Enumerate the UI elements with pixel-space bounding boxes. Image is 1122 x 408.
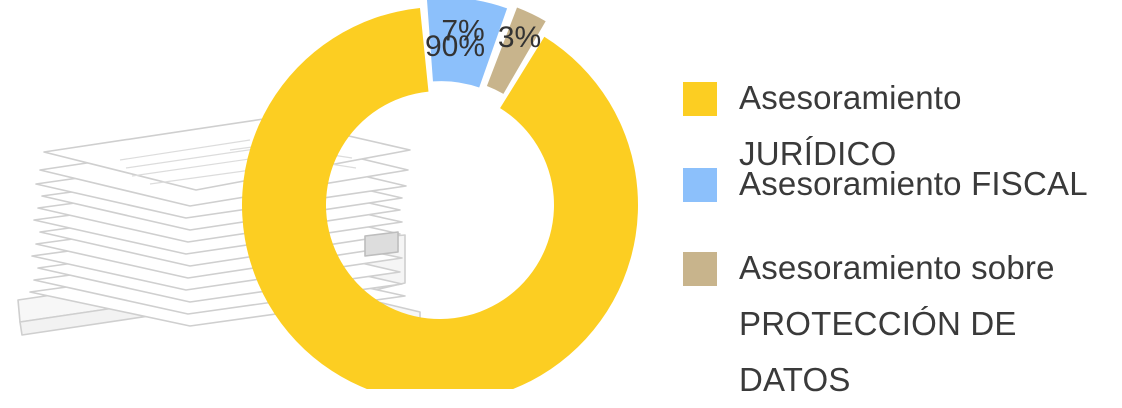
legend-label-fiscal: Asesoramiento FISCAL <box>739 165 1088 202</box>
legend-item-proteccion-datos: Asesoramiento sobre PROTECCIÓN DE DATOS <box>683 240 1113 408</box>
legend-item-juridico: Asesoramiento JURÍDICO <box>683 70 1113 182</box>
legend-label-proteccion-datos: Asesoramiento sobre PROTECCIÓN DE DATOS <box>739 249 1055 398</box>
slice-value-label-proteccion-datos: 3% <box>498 21 541 54</box>
slice-value-labels: 90%7% 3% <box>425 14 541 62</box>
donut-slice-juridico <box>242 8 638 403</box>
donut-slice-proteccion-datos <box>486 7 546 94</box>
legend-swatch-juridico <box>683 82 717 116</box>
donut-slice-fiscal <box>426 0 508 88</box>
legend-label-juridico: Asesoramiento JURÍDICO <box>739 79 962 172</box>
chart-canvas: 90%7% 3% <box>17 0 638 403</box>
slice-value-label-juridico: 90% <box>425 30 485 63</box>
donut-chart: 90% 7% 3% Asesoramiento JURÍDICO Asesorami… <box>17 0 1113 403</box>
legend-swatch-fiscal <box>683 168 717 202</box>
legend-swatch-proteccion-datos <box>683 252 717 286</box>
legend-item-fiscal: Asesoramiento FISCAL <box>683 156 1088 212</box>
donut-slices <box>242 0 638 403</box>
slice-value-label-fiscal: 7% <box>441 14 484 47</box>
